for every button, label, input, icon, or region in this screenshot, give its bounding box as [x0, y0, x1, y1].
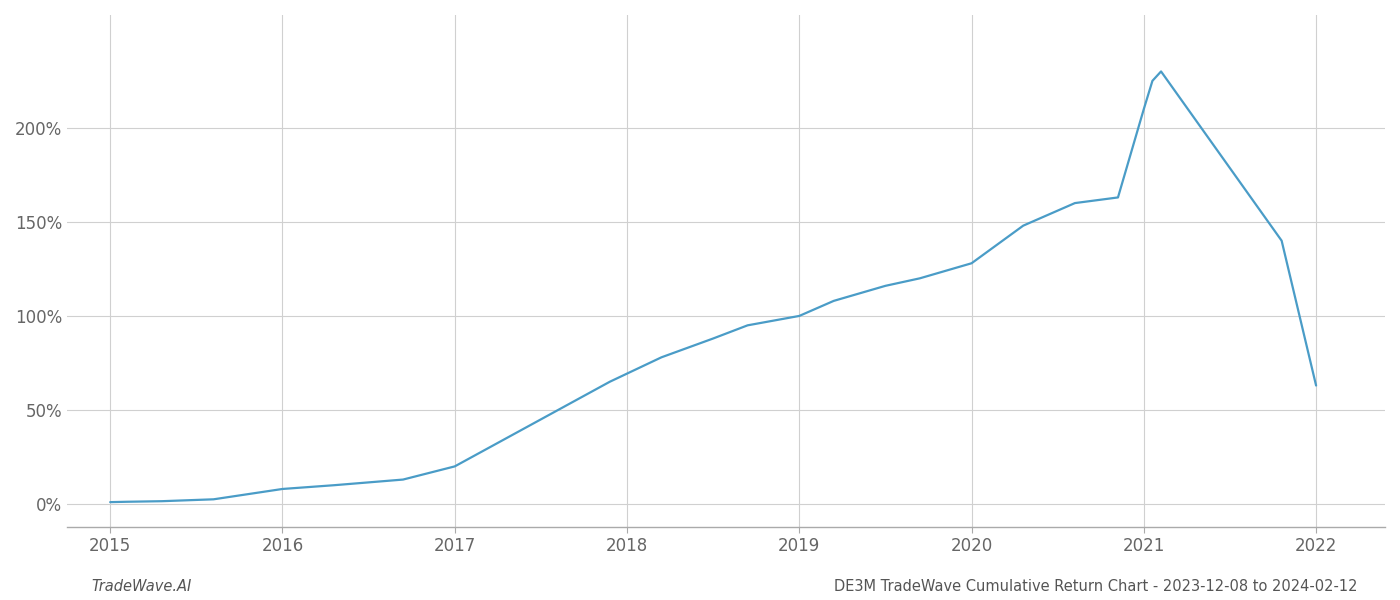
Text: DE3M TradeWave Cumulative Return Chart - 2023-12-08 to 2024-02-12: DE3M TradeWave Cumulative Return Chart -… — [834, 579, 1358, 594]
Text: TradeWave.AI: TradeWave.AI — [91, 579, 192, 594]
